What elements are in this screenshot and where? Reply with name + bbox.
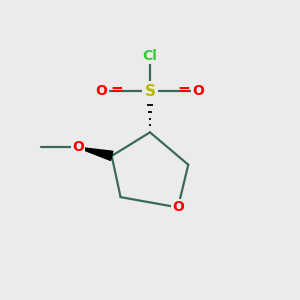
Text: =: = bbox=[110, 82, 123, 97]
Text: =: = bbox=[177, 82, 190, 97]
Text: Cl: Cl bbox=[142, 49, 158, 63]
Text: O: O bbox=[172, 200, 184, 214]
Text: O: O bbox=[72, 140, 84, 154]
Text: O: O bbox=[193, 84, 205, 98]
Polygon shape bbox=[76, 147, 113, 160]
Text: S: S bbox=[145, 84, 155, 99]
Text: O: O bbox=[95, 84, 107, 98]
